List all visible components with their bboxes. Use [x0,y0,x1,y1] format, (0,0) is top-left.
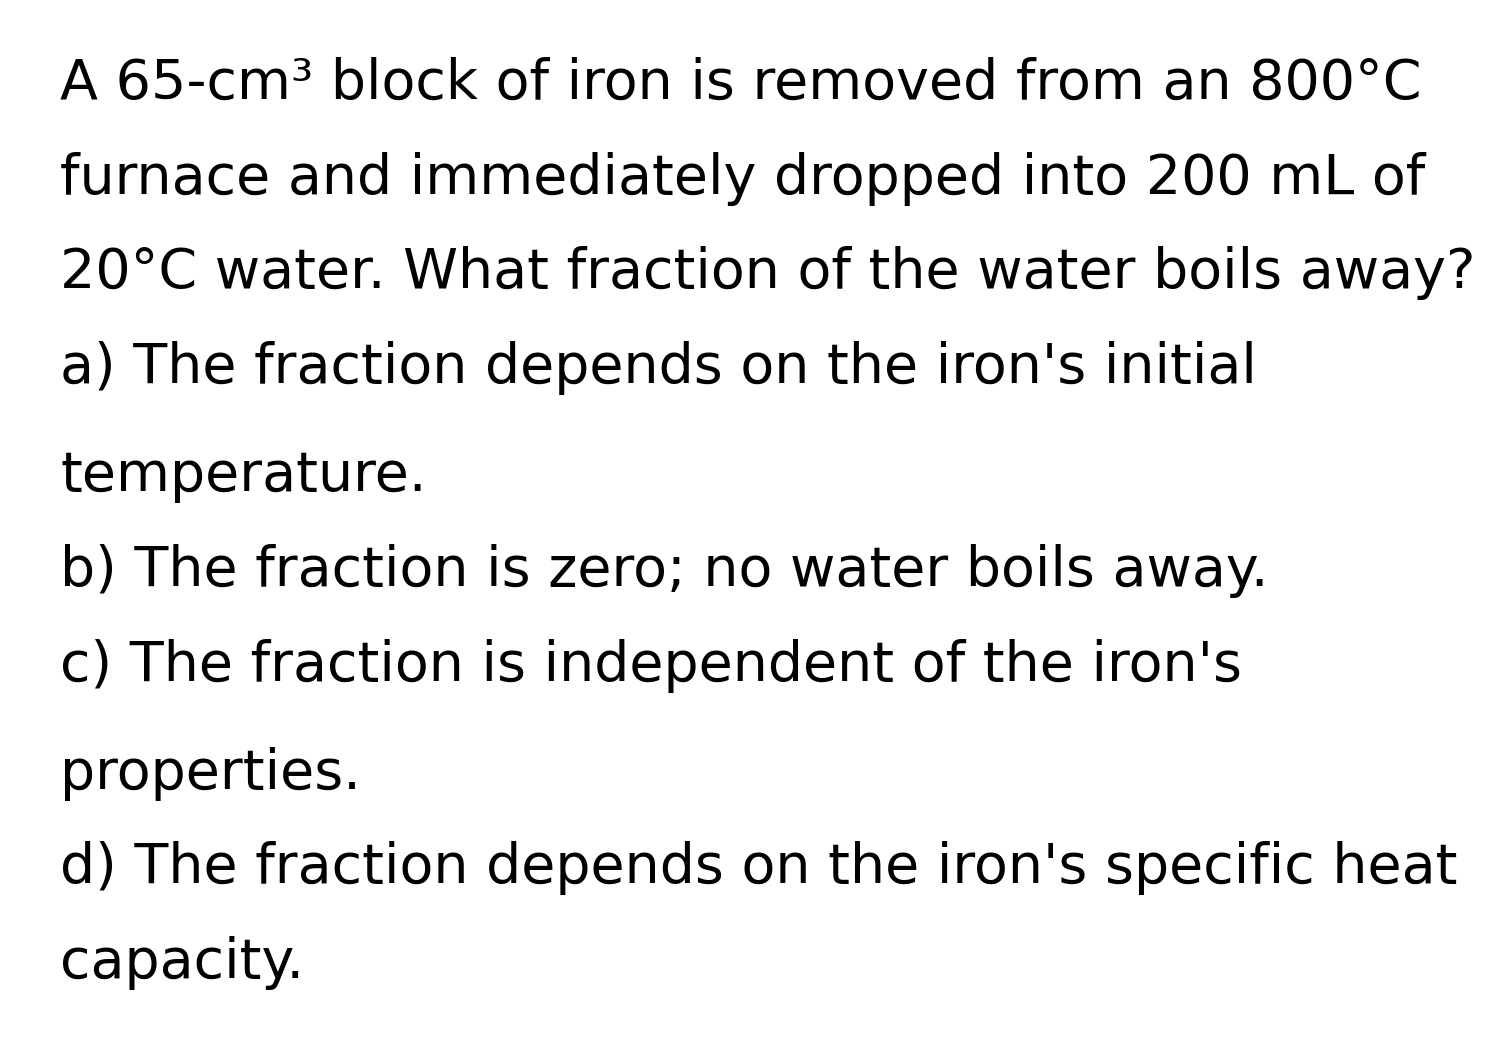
Text: c) The fraction is independent of the iron's: c) The fraction is independent of the ir… [60,639,1242,693]
Text: 20°C water. What fraction of the water boils away?: 20°C water. What fraction of the water b… [60,246,1476,301]
Text: A 65-cm³ block of iron is removed from an 800°C: A 65-cm³ block of iron is removed from a… [60,57,1422,111]
Text: furnace and immediately dropped into 200 mL of: furnace and immediately dropped into 200… [60,152,1425,206]
Text: temperature.: temperature. [60,449,426,503]
Text: b) The fraction is zero; no water boils away.: b) The fraction is zero; no water boils … [60,544,1269,598]
Text: a) The fraction depends on the iron's initial: a) The fraction depends on the iron's in… [60,341,1257,395]
Text: capacity.: capacity. [60,936,304,990]
Text: properties.: properties. [60,747,362,801]
Text: d) The fraction depends on the iron's specific heat: d) The fraction depends on the iron's sp… [60,841,1458,895]
